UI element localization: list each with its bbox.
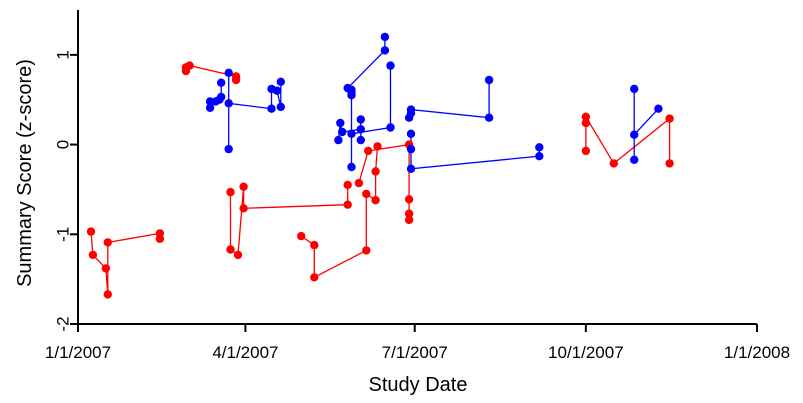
- series-0-subject-5-point-3: [609, 159, 618, 168]
- series-1-subject-2-point-5: [356, 115, 365, 124]
- series-1-subject-3-point-6: [347, 162, 356, 172]
- series-1-subject-2-point-3: [356, 125, 365, 134]
- series-0-subject-1-point-2: [185, 61, 194, 70]
- series-points: [86, 32, 674, 299]
- series-0-subject-4-point-4: [404, 209, 414, 218]
- series-0-subject-1-point-4: [231, 75, 241, 85]
- series-1-subject-4-point-1: [386, 123, 395, 132]
- series-1-subject-2-point-4: [356, 135, 365, 145]
- series-1-subject-5-point-4: [484, 75, 494, 85]
- series-0-subject-2-point-4: [239, 204, 248, 213]
- series-0-subject-2-line: [229, 184, 349, 257]
- series-0-subject-3-point-5: [371, 196, 380, 205]
- series-1-subject-1-point-5: [272, 86, 282, 95]
- series-1-subject-6-point-0: [406, 129, 416, 138]
- y-tick-label: 1: [53, 50, 72, 59]
- series-0-subject-3-point-7: [373, 142, 382, 151]
- series-1-subject-6-point-4: [535, 143, 544, 152]
- series-1-subject-1-point-3: [267, 104, 276, 113]
- series-0-subject-3-point-0: [297, 231, 306, 241]
- series-0-subject-5-point-2: [581, 112, 591, 122]
- series-1-subject-0-point-4: [217, 92, 226, 102]
- series-0-subject-0-point-6: [155, 234, 165, 243]
- series-1-subject-6-line: [410, 133, 540, 170]
- series-1-subject-4-line: [351, 65, 392, 135]
- x-axis-title: Study Date: [369, 374, 468, 396]
- series-lines: [90, 36, 671, 295]
- axes: -2 -1 0 1 1/1/2007 4/1/2007 7/1/2007 10/1/2007 1…: [45, 10, 790, 362]
- series-0-subject-0-line: [90, 231, 161, 295]
- series-0-subject-4-point-1: [364, 146, 373, 156]
- series-1-subject-2-point-2: [338, 127, 347, 137]
- series-1-subject-1-point-0: [224, 68, 233, 78]
- series-0-subject-0-point-3: [103, 290, 113, 299]
- series-0-subject-5-point-4: [665, 114, 674, 123]
- series-1-subject-3-point-1: [380, 46, 390, 55]
- series-1-subject-6-point-1: [406, 144, 416, 154]
- series-1-subject-1-point-2: [224, 99, 233, 108]
- series-0-subject-2-point-3: [239, 182, 248, 191]
- series-1-subject-7-point-1: [630, 84, 639, 94]
- series-1-subject-0-point-5: [217, 78, 226, 87]
- series-0-subject-0-point-4: [103, 238, 113, 247]
- series-1-subject-5-line: [408, 80, 490, 119]
- series-1-subject-3-point-5: [347, 85, 356, 95]
- y-tick-label: -2: [53, 316, 72, 331]
- x-tick-label: 4/1/2007: [212, 343, 278, 362]
- series-0-subject-0-point-1: [88, 250, 98, 260]
- series-1-subject-1-point-1: [224, 144, 233, 154]
- series-1-subject-2-point-0: [334, 135, 343, 145]
- series-0-subject-5-point-0: [581, 146, 591, 156]
- series-1-subject-5-point-3: [484, 113, 494, 122]
- series-0-subject-2-point-6: [343, 180, 352, 190]
- series-0-subject-3-point-3: [362, 246, 371, 255]
- series-0-subject-2-point-2: [233, 250, 243, 260]
- series-1-subject-3-point-0: [380, 32, 390, 42]
- series-1-subject-6-point-3: [535, 152, 544, 161]
- series-0-subject-0-point-2: [101, 264, 111, 273]
- series-0-subject-5-line: [585, 114, 671, 165]
- series-0-subject-5-point-5: [665, 159, 674, 168]
- series-0-subject-3-point-6: [371, 167, 380, 176]
- series-0-subject-4-point-3: [404, 195, 414, 204]
- series-1-subject-1-point-7: [276, 77, 285, 87]
- series-0-subject-3-point-2: [310, 273, 319, 282]
- series-1-subject-6-point-2: [406, 164, 416, 173]
- series-1-subject-4-point-2: [347, 129, 356, 138]
- series-1-subject-5-point-2: [406, 105, 416, 114]
- series-1-subject-7-point-2: [630, 130, 639, 139]
- y-tick-label: 0: [53, 140, 72, 149]
- series-1-subject-2-point-1: [336, 118, 345, 128]
- y-axis-title: Summary Score (z-score): [14, 59, 36, 287]
- series-0-subject-4-point-5: [404, 215, 414, 225]
- x-tick-label: 1/1/2008: [724, 343, 790, 362]
- y-tick-label: -1: [53, 227, 72, 242]
- series-1-subject-4-point-0: [386, 61, 395, 70]
- x-tick-label: 1/1/2007: [45, 343, 111, 362]
- series-1-subject-0-point-1: [205, 103, 215, 113]
- series-1-subject-1-point-6: [276, 102, 285, 112]
- series-1-subject-7-line: [633, 88, 659, 160]
- series-0-subject-2-point-1: [226, 245, 235, 254]
- series-0-subject-3-line: [300, 146, 379, 279]
- series-1-subject-7-point-3: [654, 104, 663, 113]
- series-0-subject-3-point-4: [362, 189, 371, 199]
- series-0-subject-2-point-5: [343, 200, 352, 209]
- series-1-subject-7-point-0: [630, 155, 639, 164]
- series-0-subject-3-point-1: [310, 240, 319, 250]
- x-tick-label: 10/1/2007: [548, 343, 624, 362]
- series-0-subject-2-point-0: [226, 187, 235, 197]
- series-0-subject-5-point-1: [581, 118, 591, 128]
- x-tick-label: 7/1/2007: [382, 343, 448, 362]
- series-0-subject-0-point-0: [86, 227, 96, 236]
- series-0-subject-4-point-0: [354, 178, 364, 188]
